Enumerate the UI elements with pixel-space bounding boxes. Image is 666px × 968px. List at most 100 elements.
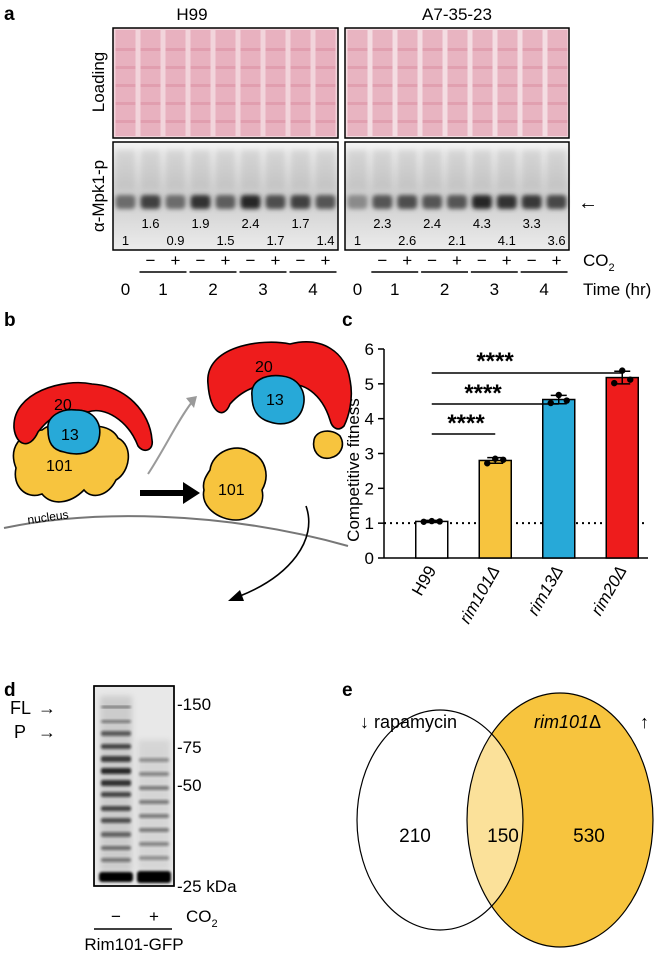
mpk1-arrow: ← <box>578 192 598 214</box>
densitometry-upper: 2.4 <box>423 216 441 231</box>
densitometry-lower: 4.1 <box>498 233 516 248</box>
mpk1-smear <box>190 150 211 190</box>
loading-lane <box>397 30 418 136</box>
panel-b-label: b <box>4 310 16 331</box>
loading-stripe <box>347 102 368 105</box>
gfp-band <box>101 768 131 774</box>
mpk1-band <box>471 195 492 209</box>
fitness-chart: 0 1 2 3 4 5 6 H99 rim101Δ rim13Δ rim20Δ <box>365 340 648 627</box>
release-arrow-head <box>186 396 197 408</box>
densitometry-upper: 1.9 <box>191 216 209 231</box>
time-4: 4 <box>308 280 317 299</box>
mpk1-band <box>265 195 286 209</box>
loading-lane <box>290 30 311 136</box>
time-1: 1 <box>390 280 399 299</box>
loading-stripe <box>347 120 368 123</box>
h99-title: H99 <box>176 5 207 24</box>
loading-stripe <box>290 120 311 123</box>
co2-plus: + <box>271 251 281 270</box>
gfp-free-band <box>137 871 171 883</box>
data-point <box>500 456 507 463</box>
panel-b: b 101 20 13 20 13 101 nucleus <box>3 310 353 601</box>
mpk1-bands-a7 <box>347 150 567 209</box>
mpk1-band <box>190 195 211 209</box>
loading-lane <box>265 30 286 136</box>
co2-minus: − <box>477 251 487 270</box>
x-tick-label: H99 <box>408 563 440 600</box>
densitometry-upper: 3.3 <box>523 216 541 231</box>
rim101-fragment <box>312 430 344 460</box>
mpk1-band <box>422 195 443 209</box>
mpk1-band <box>315 195 336 209</box>
loading-stripe <box>165 102 186 105</box>
mpk1-smear <box>140 150 161 190</box>
mpk1-smear <box>240 150 261 190</box>
gfp-band <box>101 706 131 708</box>
loading-stripe <box>522 48 543 51</box>
loading-stripe <box>547 66 568 69</box>
marker-50: -50 <box>177 776 202 795</box>
loading-stripe <box>140 48 161 51</box>
loading-stripe <box>522 102 543 105</box>
data-point <box>420 518 427 525</box>
loading-stripe <box>265 84 286 87</box>
mpk1-smear <box>422 150 443 190</box>
x-tick-label: rim101Δ <box>456 563 504 627</box>
nuclear-entry-arrow-head <box>228 590 244 601</box>
densitometry-lower: 1.4 <box>316 233 334 248</box>
mpk1-smear <box>315 150 336 190</box>
loading-lane <box>165 30 186 136</box>
time-label: Time (hr) <box>583 280 651 299</box>
y-tick-label: 6 <box>365 340 374 359</box>
data-point <box>563 397 570 404</box>
panel-a: a H99 A7-35-23 Loading α-Mpk1-p 1.6 1.9 2.… <box>4 4 651 299</box>
loading-stripe <box>397 66 418 69</box>
densitometry-upper: 2.3 <box>373 216 391 231</box>
mpk1-band <box>347 195 368 209</box>
y-tick-label: 5 <box>365 375 374 394</box>
nucleus-label: nucleus <box>26 507 69 527</box>
loading-stripe <box>547 48 568 51</box>
loading-stripe <box>447 66 468 69</box>
mpk1-smear <box>165 150 186 190</box>
loading-stripe <box>190 66 211 69</box>
mpk1-smear <box>397 150 418 190</box>
densitometry-lower: 2.6 <box>398 233 416 248</box>
data-point <box>619 367 626 374</box>
nuclear-entry-arrow <box>239 505 310 597</box>
co2-plus: + <box>402 251 412 270</box>
mpk1-frame-a7 <box>344 141 570 251</box>
marker-150: -150 <box>177 695 211 714</box>
loading-stripe <box>115 102 136 105</box>
densitometry-upper: 2.4 <box>241 216 259 231</box>
mpk1-band <box>447 195 467 209</box>
gfp-band <box>139 786 169 790</box>
loading-stripe <box>422 48 443 51</box>
mpk1-band <box>165 195 186 209</box>
loading-lane <box>547 30 568 136</box>
loading-stripe <box>290 66 311 69</box>
left-set-label: rapamycin <box>374 712 457 732</box>
data-point <box>436 518 443 525</box>
x-tick-label: rim13Δ <box>524 563 567 619</box>
loading-stripe <box>265 66 286 69</box>
loading-lane <box>315 30 336 136</box>
sig-rim20: **** <box>476 348 514 375</box>
loading-stripe <box>497 84 518 87</box>
gfp-band <box>139 828 169 832</box>
x-tick-label: rim20Δ <box>587 563 630 619</box>
time-2: 2 <box>440 280 449 299</box>
y-tick-label: 2 <box>365 479 374 498</box>
gfp-co2-label: CO2 <box>186 907 218 930</box>
loading-lanes-h99 <box>115 30 336 136</box>
gfp-band <box>101 720 131 723</box>
loading-stripe <box>422 102 443 105</box>
mpk1-band <box>397 195 418 209</box>
loading-stripe <box>347 66 368 69</box>
release-arrow <box>147 401 193 475</box>
loading-lane <box>522 30 543 136</box>
loading-lanes-a7 <box>347 30 568 136</box>
loading-lane <box>240 30 261 136</box>
mpk1-band <box>521 195 542 209</box>
